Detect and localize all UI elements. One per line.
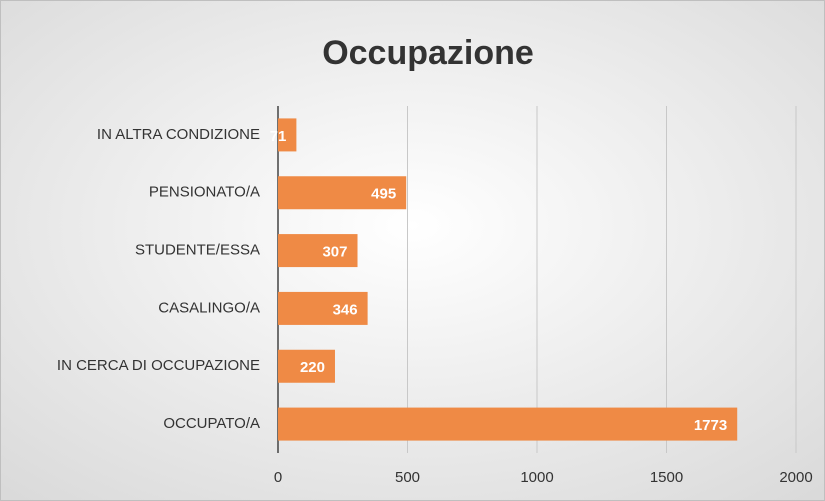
bar: [278, 291, 368, 325]
x-tick-label: 1000: [520, 469, 553, 486]
value-label: 495: [371, 186, 396, 203]
x-tick-label: 1500: [650, 469, 683, 486]
y-tick-label: IN CERCA DI OCCUPAZIONE: [57, 357, 260, 374]
bar: [278, 407, 738, 441]
bar: [278, 349, 335, 383]
value-label: 71: [270, 128, 287, 145]
x-tick-label: 0: [274, 469, 282, 486]
bar: [278, 176, 407, 210]
chart-title: Occupazione: [322, 34, 534, 72]
value-label: 346: [333, 301, 358, 318]
y-tick-label: PENSIONATO/A: [149, 184, 260, 201]
y-tick-label: STUDENTE/ESSA: [135, 242, 260, 259]
x-tick-label: 500: [395, 469, 420, 486]
y-tick-label: OCCUPATO/A: [163, 415, 260, 432]
value-label: 307: [322, 244, 347, 261]
value-label: 220: [300, 359, 325, 376]
bar: [278, 234, 358, 268]
y-tick-label: IN ALTRA CONDIZIONE: [97, 126, 260, 143]
bar: [278, 118, 297, 152]
y-tick-label: CASALINGO/A: [158, 299, 260, 316]
value-label: 1773: [694, 417, 727, 434]
x-tick-label: 2000: [779, 469, 812, 486]
